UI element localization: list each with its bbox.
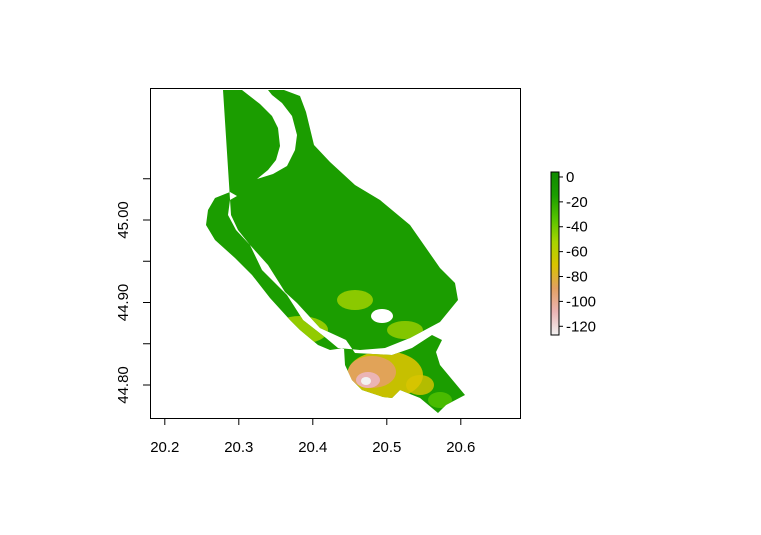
raster-map (206, 90, 465, 413)
y-tick-label: 44.80 (115, 366, 132, 404)
legend-tick-label: 0 (566, 169, 574, 186)
legend-tick-label: -20 (566, 194, 588, 211)
raster-patch (387, 321, 423, 339)
raster-base (206, 90, 465, 413)
legend-tick-label: -120 (566, 318, 596, 335)
raster-hole (371, 309, 393, 323)
x-tick-label: 20.3 (224, 439, 253, 456)
raster-patch (406, 375, 434, 395)
x-tick-label: 20.6 (446, 439, 475, 456)
legend-colorbar (550, 171, 560, 336)
legend-tick-label: -100 (566, 293, 596, 310)
raster-patch (361, 377, 371, 385)
x-tick-label: 20.5 (372, 439, 401, 456)
raster-patch (272, 316, 328, 344)
legend-tick-label: -40 (566, 219, 588, 236)
legend-tick-label: -60 (566, 244, 588, 261)
x-tick-label: 20.2 (150, 439, 179, 456)
y-tick-label: 44.90 (115, 284, 132, 322)
axes: 20.2 20.3 20.4 20.5 20.6 44.80 44.90 45.00 (115, 178, 475, 456)
x-tick-label: 20.4 (298, 439, 327, 456)
legend: 0 -20 -40 -60 -80 -100 -120 (550, 169, 596, 336)
legend-tick-label: -80 (566, 269, 588, 286)
raster-patch (428, 392, 452, 408)
raster-patch (337, 290, 373, 310)
plot-frame (150, 88, 521, 419)
y-tick-label: 45.00 (115, 201, 132, 239)
